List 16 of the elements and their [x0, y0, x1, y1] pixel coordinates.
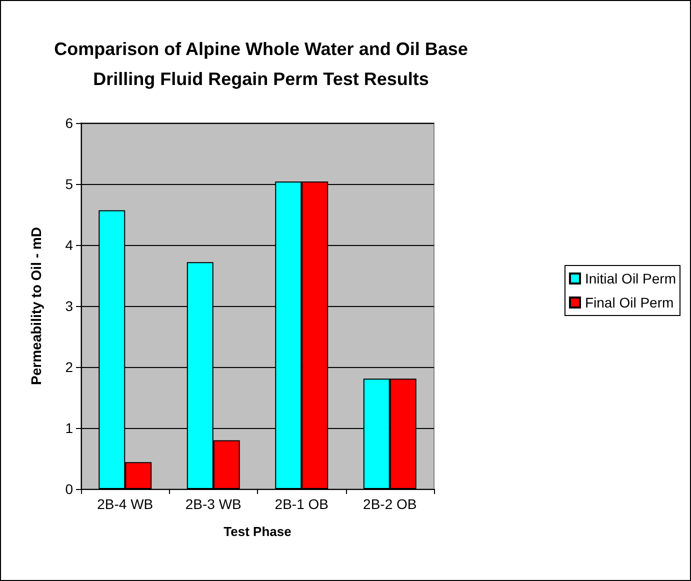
x-tick-label: 2B-1 OB [274, 496, 328, 512]
y-tick-label: 6 [65, 115, 74, 131]
legend-label: Initial Oil Perm [584, 270, 676, 286]
y-tick-label: 0 [65, 481, 74, 497]
x-axis-title: Test Phase [224, 524, 292, 539]
y-tick-label: 3 [65, 298, 74, 314]
y-axis-title: Permeability to Oil - mD [28, 227, 44, 385]
legend-label: Final Oil Perm [584, 294, 674, 310]
y-tick-label: 5 [65, 176, 74, 192]
y-tick-label: 1 [65, 420, 74, 436]
x-tick-label: 2B-3 WB [185, 496, 242, 512]
x-tick-label: 2B-2 OB [363, 496, 417, 512]
x-tick-label: 2B-4 WB [97, 496, 154, 512]
chart-title: Comparison of Alpine Whole Water and Oil Base Drilling Fluid Regain Perm Test Results [54, 39, 468, 89]
y-tick-label: 2 [65, 359, 74, 375]
y-tick-label: 4 [65, 237, 74, 253]
